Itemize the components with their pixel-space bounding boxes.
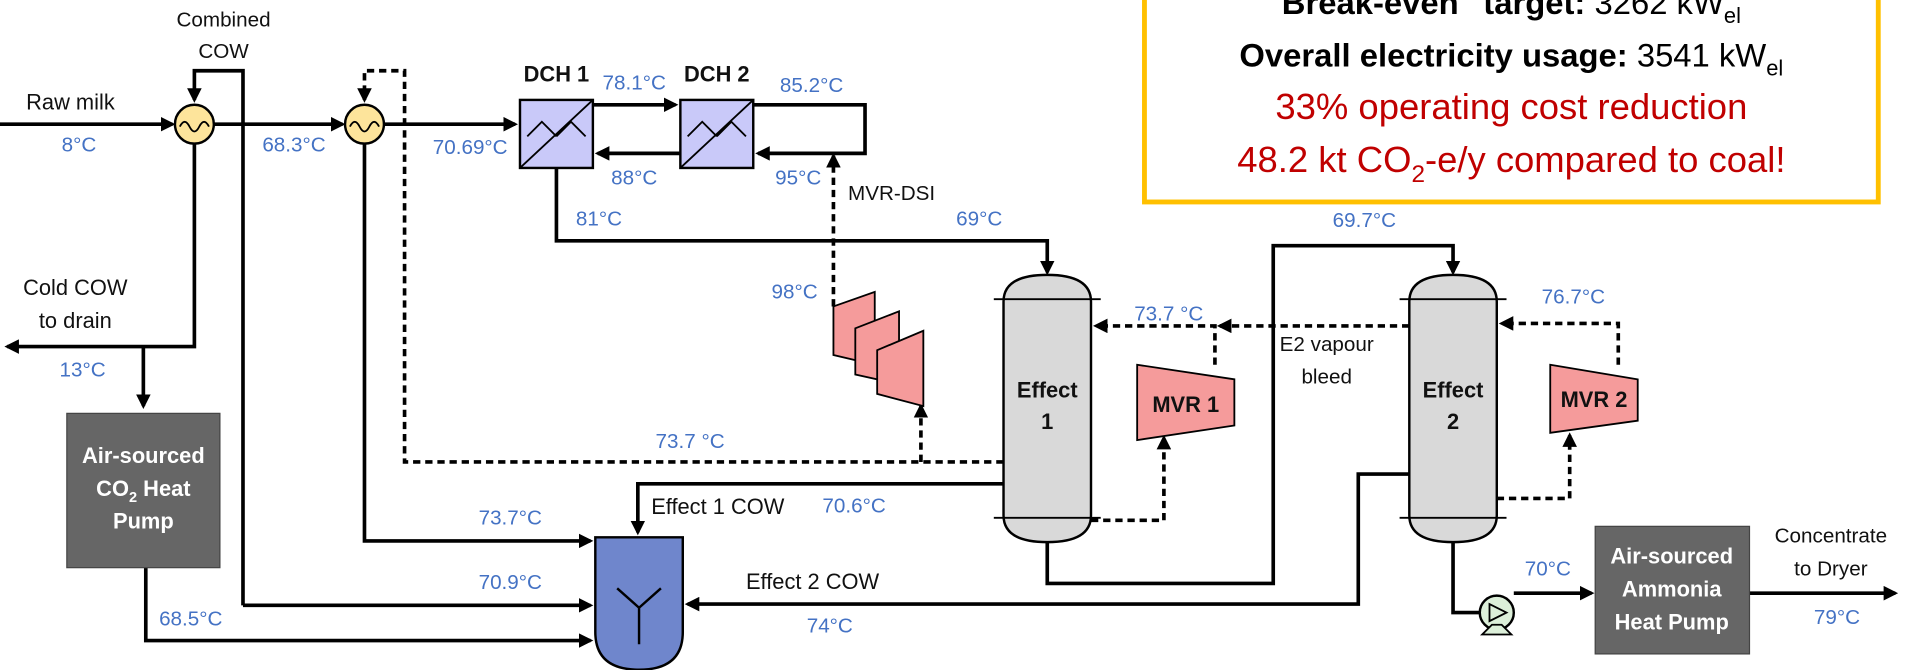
temperature-label: 78.1°C xyxy=(603,72,666,95)
temperature-label: 88°C xyxy=(611,166,657,189)
temperature-label: 73.7°C xyxy=(479,507,542,530)
effect-label: 1 xyxy=(1041,409,1053,434)
solid-streams xyxy=(0,68,1899,648)
temperature-label: 73.7 °C xyxy=(656,430,725,453)
temperature-labels: 8°C 68.3°C 70.69°C 78.1°C 85.2°C 88°C 95°C 81°C… xyxy=(60,72,1861,638)
temperature-label: 85.2°C xyxy=(780,74,843,97)
mvr-compressor xyxy=(1136,363,1236,442)
temperature-label: 70.6°C xyxy=(822,494,885,517)
stream-label: Effect 2 COW xyxy=(746,569,880,594)
effect-label: Effect xyxy=(1423,377,1484,402)
temperature-label: 70.9°C xyxy=(479,571,542,594)
evaporator xyxy=(993,273,1507,544)
ammonia-heat-pump xyxy=(1594,525,1751,655)
temperature-label: 74°C xyxy=(807,615,853,638)
heat-pump-label: CO2 Heat xyxy=(96,476,191,506)
mvr-compressor xyxy=(1549,363,1639,434)
mvr-label: MVR 2 xyxy=(1561,387,1628,412)
heat-pump-label: Pump xyxy=(113,508,174,533)
stream-label: Raw milk xyxy=(26,89,115,114)
heat-exchanger xyxy=(173,103,386,145)
stream-label: to Dryer xyxy=(1794,558,1868,581)
summary-box xyxy=(1142,0,1881,205)
temperature-label: 70°C xyxy=(1525,558,1571,581)
pump xyxy=(1478,594,1516,636)
temperature-label: 95°C xyxy=(775,166,821,189)
dch-units xyxy=(518,98,755,170)
temperature-label: 8°C xyxy=(62,134,97,157)
temperature-label: 81°C xyxy=(576,208,622,231)
stream-label: MVR-DSI xyxy=(848,182,935,205)
temperature-label: 98°C xyxy=(771,281,817,304)
temperature-label: 79°C xyxy=(1814,606,1860,629)
mvr-dsi-compressor xyxy=(832,290,925,408)
temperature-label: 73.7 °C xyxy=(1134,302,1203,325)
summary-line: Break-even" target: 3262 kWel xyxy=(1282,0,1741,28)
effect-label: 2 xyxy=(1447,409,1459,434)
temperature-label: 68.3°C xyxy=(262,134,325,157)
heat-pump-label: Air-sourced xyxy=(1610,544,1733,569)
stream-label: Combined xyxy=(176,8,270,31)
dch-label: DCH 2 xyxy=(684,61,750,86)
heat-pump-label: Heat Pump xyxy=(1615,609,1729,634)
stream-label: Cold COW xyxy=(23,275,128,300)
temperature-label: 69°C xyxy=(956,208,1002,231)
heat-pump-label: Ammonia xyxy=(1622,577,1722,602)
stream-label: Effect 1 COW xyxy=(651,494,785,519)
temperature-label: 69.7°C xyxy=(1333,209,1396,232)
summary-line: 33% operating cost reduction xyxy=(1275,86,1747,127)
stream-label: bleed xyxy=(1301,366,1352,389)
dch-label: DCH 1 xyxy=(524,61,590,86)
co2-heat-pump xyxy=(66,412,221,569)
summary-line: Overall electricity usage: 3541 kWel xyxy=(1239,36,1783,81)
stream-label: COW xyxy=(198,40,249,63)
temperature-label: 13°C xyxy=(60,358,106,381)
temperature-label: 68.5°C xyxy=(159,607,222,630)
temperature-label: 70.69°C xyxy=(433,136,508,159)
heat-pump-label: Air-sourced xyxy=(82,443,205,468)
effect-label: Effect xyxy=(1017,377,1078,402)
stream-label: E2 vapour xyxy=(1280,333,1374,356)
stream-label: Concentrate xyxy=(1775,525,1887,548)
mvr-label: MVR 1 xyxy=(1152,392,1219,417)
summary-line: 48.2 kt CO2-e/y compared to coal! xyxy=(1237,138,1785,187)
stream-label: to drain xyxy=(39,308,112,333)
mixing-tank xyxy=(594,536,685,670)
vapour-streams xyxy=(357,68,1621,523)
temperature-label: 76.7°C xyxy=(1542,285,1605,308)
